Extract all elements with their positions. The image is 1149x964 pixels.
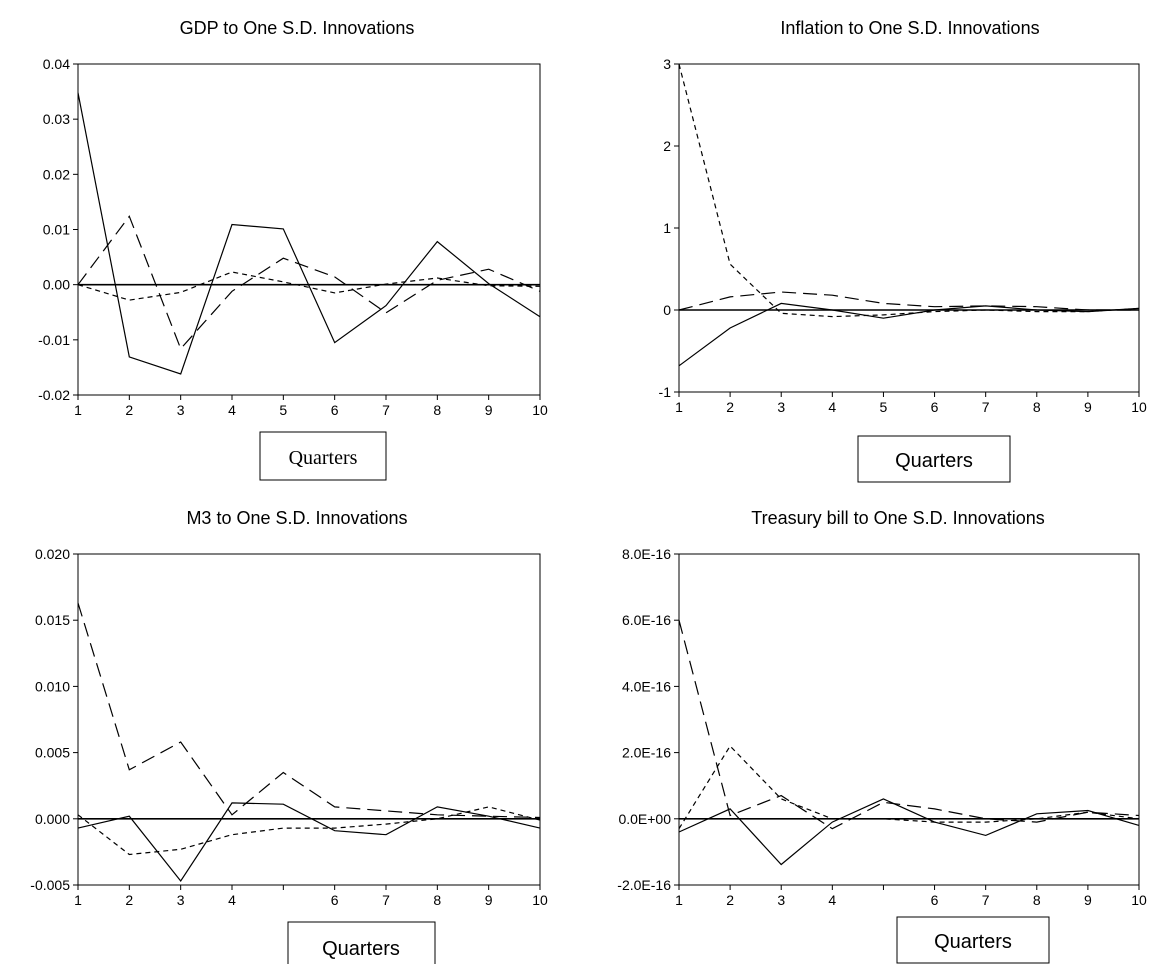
m3-x-tick-label: 7 bbox=[382, 892, 390, 908]
gdp-panel: GDP to One S.D. Innovations Quarters -0.… bbox=[38, 18, 548, 481]
treasury-bill-x-tick-label: 9 bbox=[1084, 892, 1092, 908]
inflation-chart-title: Inflation to One S.D. Innovations bbox=[780, 18, 1039, 38]
m3-y-tick-label: 0.005 bbox=[35, 745, 70, 761]
gdp-x-tick-label: 3 bbox=[177, 402, 185, 418]
m3-series-short-dash bbox=[77, 806, 541, 856]
treasury-bill-x-tick-label: 4 bbox=[828, 892, 836, 908]
gdp-chart-title: GDP to One S.D. Innovations bbox=[180, 18, 415, 38]
treasury-bill-x-tick-label: 7 bbox=[982, 892, 990, 908]
m3-xlabel-box bbox=[287, 921, 436, 964]
treasury-bill-y-tick-label: 8.0E-16 bbox=[622, 546, 671, 562]
gdp-x-tick-label: 6 bbox=[331, 402, 339, 418]
inflation-x-tick-label: 9 bbox=[1084, 399, 1092, 415]
treasury-bill-y-tick-label: -2.0E-16 bbox=[617, 877, 671, 893]
treasury-bill-y-tick-label: 0.0E+00 bbox=[618, 811, 671, 827]
gdp-x-tick-label: 7 bbox=[382, 402, 390, 418]
inflation-x-tick-label: 4 bbox=[828, 399, 836, 415]
m3-x-tick-label: 6 bbox=[331, 892, 339, 908]
m3-panel: M3 to One S.D. Innovations Quarters -0.0… bbox=[30, 508, 548, 964]
treasury-bill-x-tick-label: 6 bbox=[931, 892, 939, 908]
m3-xlabel: Quarters bbox=[322, 938, 400, 960]
inflation-x-tick-label: 8 bbox=[1033, 399, 1041, 415]
gdp-y-tick-label: 0.01 bbox=[43, 222, 70, 238]
m3-x-tick-label: 3 bbox=[177, 892, 185, 908]
treasury-bill-xlabel-box bbox=[896, 916, 1050, 964]
inflation-x-tick-label: 5 bbox=[880, 399, 888, 415]
inflation-xlabel: Quarters bbox=[895, 450, 973, 472]
treasury-bill-x-tick-label: 8 bbox=[1033, 892, 1041, 908]
m3-y-tick-label: 0.010 bbox=[35, 678, 70, 694]
m3-x-tick-label: 8 bbox=[433, 892, 441, 908]
treasury-bill-y-tick-label: 2.0E-16 bbox=[622, 745, 671, 761]
treasury-bill-series-long-dash bbox=[678, 620, 1140, 830]
gdp-plot-frame bbox=[77, 63, 541, 396]
gdp-y-tick-label: 0.04 bbox=[43, 56, 70, 72]
treasury-bill-plot-frame bbox=[678, 553, 1140, 886]
inflation-plot-frame bbox=[678, 63, 1140, 393]
inflation-series-long-dash bbox=[678, 291, 1139, 311]
treasury-bill-y-tick-label: 6.0E-16 bbox=[622, 612, 671, 628]
m3-y-tick-label: 0.020 bbox=[35, 546, 70, 562]
gdp-x-tick-label: 2 bbox=[125, 402, 133, 418]
m3-x-tick-label: 4 bbox=[228, 892, 236, 908]
m3-x-tick-label: 1 bbox=[74, 892, 82, 908]
inflation-y-tick-label: 3 bbox=[663, 56, 671, 72]
inflation-x-tick-label: 7 bbox=[982, 399, 990, 415]
treasury-bill-xlabel: Quarters bbox=[934, 931, 1012, 953]
treasury-bill-x-tick-label: 1 bbox=[675, 892, 683, 908]
inflation-y-tick-label: -1 bbox=[659, 384, 672, 400]
gdp-x-tick-label: 4 bbox=[228, 402, 236, 418]
inflation-panel: Inflation to One S.D. Innovations Quarte… bbox=[659, 18, 1147, 483]
treasury-bill-x-tick-label: 10 bbox=[1131, 892, 1147, 908]
inflation-xlabel-box bbox=[857, 435, 1011, 483]
inflation-y-tick-label: 1 bbox=[663, 220, 671, 236]
inflation-series-solid bbox=[678, 302, 1140, 367]
treasury-bill-series-solid bbox=[678, 798, 1140, 866]
gdp-x-tick-label: 8 bbox=[433, 402, 441, 418]
gdp-y-tick-label: 0.02 bbox=[43, 166, 70, 182]
treasury-bill-series-short-dash bbox=[678, 745, 1140, 830]
m3-x-tick-label: 9 bbox=[485, 892, 493, 908]
gdp-x-tick-label: 10 bbox=[532, 402, 548, 418]
gdp-xlabel-box bbox=[259, 431, 387, 481]
m3-series-long-dash bbox=[77, 602, 541, 819]
gdp-y-tick-label: -0.02 bbox=[38, 387, 70, 403]
gdp-x-tick-label: 9 bbox=[485, 402, 493, 418]
gdp-series-solid bbox=[77, 92, 541, 375]
m3-x-tick-label: 2 bbox=[125, 892, 133, 908]
m3-x-tick-label: 10 bbox=[532, 892, 548, 908]
treasury-bill-y-tick-label: 4.0E-16 bbox=[622, 678, 671, 694]
inflation-x-tick-label: 2 bbox=[726, 399, 734, 415]
inflation-x-tick-label: 10 bbox=[1131, 399, 1147, 415]
gdp-y-tick-label: -0.01 bbox=[38, 332, 70, 348]
m3-series-solid bbox=[77, 802, 541, 883]
gdp-xlabel: Quarters bbox=[289, 447, 358, 469]
treasury-bill-x-tick-label: 3 bbox=[777, 892, 785, 908]
gdp-y-tick-label: 0.03 bbox=[43, 111, 70, 127]
gdp-x-tick-label: 1 bbox=[74, 402, 82, 418]
inflation-series-short-dash bbox=[678, 63, 1140, 318]
m3-chart-title: M3 to One S.D. Innovations bbox=[186, 508, 407, 528]
m3-y-tick-label: 0.000 bbox=[35, 811, 70, 827]
gdp-x-tick-label: 5 bbox=[279, 402, 287, 418]
treasury-bill-panel: Treasury bill to One S.D. Innovations Qu… bbox=[617, 508, 1147, 964]
m3-y-tick-label: 0.015 bbox=[35, 612, 70, 628]
inflation-y-tick-label: 2 bbox=[663, 138, 671, 154]
inflation-x-tick-label: 3 bbox=[777, 399, 785, 415]
inflation-y-tick-label: 0 bbox=[663, 302, 671, 318]
m3-y-tick-label: -0.005 bbox=[30, 877, 70, 893]
inflation-x-tick-label: 6 bbox=[931, 399, 939, 415]
treasury-bill-x-tick-label: 2 bbox=[726, 892, 734, 908]
m3-plot-frame bbox=[77, 553, 541, 886]
gdp-y-tick-label: 0.00 bbox=[43, 277, 70, 293]
gdp-series-long-dash bbox=[77, 215, 541, 350]
treasury-bill-chart-title: Treasury bill to One S.D. Innovations bbox=[751, 508, 1044, 528]
inflation-x-tick-label: 1 bbox=[675, 399, 683, 415]
